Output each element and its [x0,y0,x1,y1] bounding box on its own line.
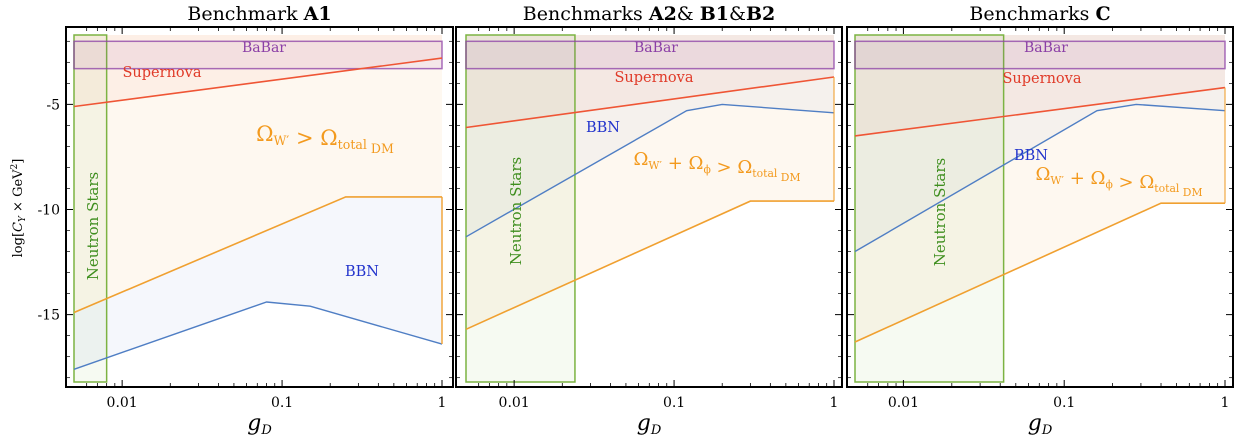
babar-label: BaBar [242,40,286,56]
babar-label: BaBar [1024,40,1068,56]
supernova-line [465,76,835,129]
x-axis-label: gD [247,411,272,438]
bbn-label: BBN [345,264,379,280]
bbn-line [73,301,443,370]
panel-3: Benchmarks C 0.01 0.1 1 gD BaBar Supernova BBN N… [846,3,1234,438]
x-axis-label: gD [1028,411,1053,438]
x-tick-label: 1 [1221,395,1230,411]
panel-frame [846,26,1234,388]
x-tick-label: 0.01 [888,395,919,411]
bbn-region [74,196,442,370]
x-tick-label: 0.01 [499,395,530,411]
neutron-stars-label: Neutron Stars [507,157,525,265]
supernova-line [73,57,443,108]
babar-region [73,40,443,70]
panel-1: Benchmark A1 0.01 0.1 1 -5 -10 -15 gD BaBar Super… [37,3,454,438]
x-tick-label: 0.1 [271,395,293,411]
bbn-region [466,35,834,237]
panel-title: Benchmarks A2& B1&B2 [523,3,775,25]
relic-region [466,35,834,330]
relic-region [74,35,442,313]
panel-title: Benchmarks C [969,3,1110,25]
x-tick-label: 1 [830,395,839,411]
bbn-label: BBN [1014,148,1048,164]
bbn-label: BBN [586,120,620,136]
neutron-stars-label: Neutron Stars [931,158,949,266]
supernova-region [466,35,834,128]
bbn-line [854,103,1226,253]
supernova-line [854,86,1226,137]
y-tick-label: -10 [37,203,60,219]
y-axis-label: log[CY × GeV2] [10,159,28,258]
babar-region [854,40,1226,70]
y-tick-label: -15 [37,308,60,324]
x-tick-label: 0.1 [663,395,685,411]
relic-line [73,196,442,314]
x-tick-label: 0.1 [1053,395,1075,411]
panel-title: Benchmark A1 [187,3,331,25]
relic-line [854,202,1225,343]
relic-label: ΩW′ + Ωϕ > Ωtotal DM [633,149,800,184]
x-tick-label: 0.01 [107,395,138,411]
neutron-stars-region [465,34,576,383]
y-tick-label: -5 [46,97,60,113]
bbn-line [465,103,835,238]
supernova-region [855,35,1225,136]
supernova-label: Supernova [123,65,202,81]
panel-frame [65,26,454,388]
supernova-label: Supernova [1003,71,1082,87]
x-tick-label: 1 [438,395,447,411]
babar-region [465,40,835,70]
panel-2: Benchmarks A2& B1&B2 0.01 0.1 1 gD BaBar Super… [455,3,843,438]
x-axis-label: gD [637,411,662,438]
babar-label: BaBar [634,40,678,56]
supernova-label: Supernova [615,70,694,86]
relic-label: ΩW′ + Ωϕ > Ωtotal DM [1035,164,1202,199]
relic-label: ΩW′ > Ωtotal DM [256,122,394,156]
relic-region [855,35,1225,342]
neutron-stars-region [73,34,108,383]
supernova-region [74,35,442,107]
relic-line [465,200,834,331]
neutron-stars-label: Neutron Stars [84,172,102,280]
